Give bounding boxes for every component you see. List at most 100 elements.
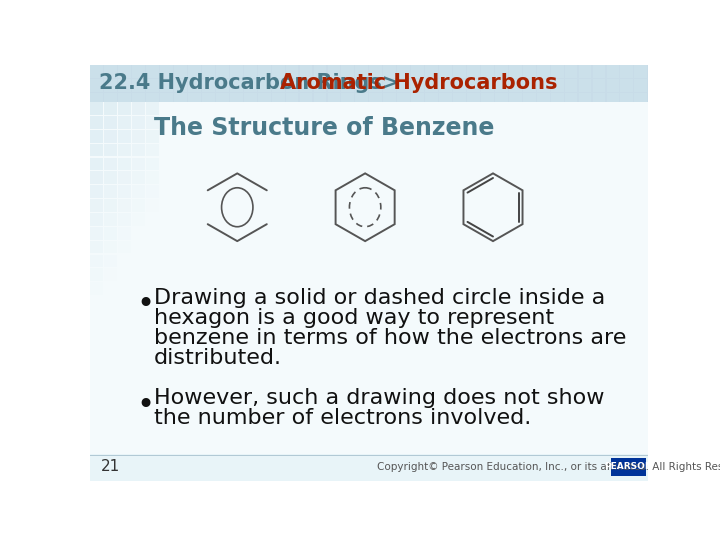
Bar xyxy=(579,79,591,92)
Bar xyxy=(104,185,117,198)
Bar xyxy=(328,65,341,78)
Bar xyxy=(341,65,354,78)
Bar xyxy=(91,102,103,115)
Bar xyxy=(146,116,159,129)
Bar xyxy=(91,199,103,212)
Bar xyxy=(593,79,606,92)
Bar xyxy=(537,93,549,106)
Bar xyxy=(523,79,536,92)
Bar xyxy=(453,65,466,78)
Bar xyxy=(104,65,117,78)
Bar xyxy=(383,79,396,92)
Bar xyxy=(244,79,256,92)
Bar xyxy=(411,79,424,92)
Bar xyxy=(564,65,577,78)
Bar xyxy=(369,93,382,106)
Text: Copyright© Pearson Education, Inc., or its affiliates. All Rights Reserved.: Copyright© Pearson Education, Inc., or i… xyxy=(377,462,720,472)
Bar xyxy=(216,79,229,92)
Bar xyxy=(495,79,508,92)
Bar xyxy=(551,79,564,92)
Text: Drawing a solid or dashed circle inside a: Drawing a solid or dashed circle inside … xyxy=(153,288,605,308)
Bar xyxy=(300,79,312,92)
Bar xyxy=(606,93,619,106)
Bar xyxy=(271,93,284,106)
Bar xyxy=(439,93,452,106)
Bar xyxy=(118,199,131,212)
Bar xyxy=(551,93,564,106)
Bar xyxy=(523,93,536,106)
Bar xyxy=(146,130,159,143)
Bar xyxy=(397,93,410,106)
Bar xyxy=(132,213,145,226)
Bar xyxy=(146,102,159,115)
Bar xyxy=(383,93,396,106)
Bar xyxy=(356,65,368,78)
Bar xyxy=(188,93,201,106)
Bar xyxy=(509,93,522,106)
Bar xyxy=(286,79,299,92)
Bar xyxy=(258,93,271,106)
Text: distributed.: distributed. xyxy=(153,348,282,368)
Bar xyxy=(202,93,215,106)
Bar xyxy=(649,65,661,78)
Bar xyxy=(523,65,536,78)
Bar xyxy=(90,454,648,481)
Bar xyxy=(118,227,131,240)
Bar xyxy=(579,65,591,78)
Bar xyxy=(104,171,117,184)
Bar xyxy=(91,79,103,92)
Bar xyxy=(579,93,591,106)
Bar xyxy=(132,158,145,170)
Bar xyxy=(132,171,145,184)
Bar xyxy=(104,130,117,143)
Bar xyxy=(509,65,522,78)
Text: the number of electrons involved.: the number of electrons involved. xyxy=(153,408,531,428)
Bar xyxy=(611,457,647,476)
Bar xyxy=(439,65,452,78)
Bar xyxy=(91,171,103,184)
Bar xyxy=(132,199,145,212)
Bar xyxy=(341,93,354,106)
Bar xyxy=(258,65,271,78)
Bar xyxy=(132,79,145,92)
Bar xyxy=(286,93,299,106)
Bar xyxy=(606,65,619,78)
Bar xyxy=(411,93,424,106)
Bar xyxy=(91,213,103,226)
Bar xyxy=(230,93,243,106)
Text: hexagon is a good way to represent: hexagon is a good way to represent xyxy=(153,308,554,328)
Bar xyxy=(537,79,549,92)
Bar xyxy=(328,93,341,106)
Bar xyxy=(426,79,438,92)
Bar xyxy=(132,116,145,129)
Bar xyxy=(146,158,159,170)
Bar xyxy=(118,144,131,157)
Bar xyxy=(174,79,187,92)
Bar xyxy=(244,65,256,78)
Bar xyxy=(271,79,284,92)
Bar xyxy=(258,79,271,92)
Bar xyxy=(202,65,215,78)
Bar xyxy=(90,65,648,102)
Text: The Structure of Benzene: The Structure of Benzene xyxy=(153,116,494,140)
Bar xyxy=(160,65,173,78)
Text: Aromatic Hydrocarbons: Aromatic Hydrocarbons xyxy=(280,73,557,93)
Bar xyxy=(91,158,103,170)
Bar xyxy=(91,185,103,198)
Bar xyxy=(118,241,131,253)
Bar xyxy=(91,282,103,295)
Bar xyxy=(328,79,341,92)
Bar xyxy=(91,65,103,78)
Bar xyxy=(146,144,159,157)
Bar xyxy=(174,65,187,78)
Bar xyxy=(91,227,103,240)
Bar xyxy=(369,79,382,92)
Bar xyxy=(621,93,634,106)
Bar xyxy=(606,79,619,92)
Bar xyxy=(300,65,312,78)
Bar xyxy=(439,79,452,92)
Bar xyxy=(314,93,326,106)
Bar xyxy=(649,93,661,106)
Bar xyxy=(397,65,410,78)
Bar xyxy=(132,65,145,78)
